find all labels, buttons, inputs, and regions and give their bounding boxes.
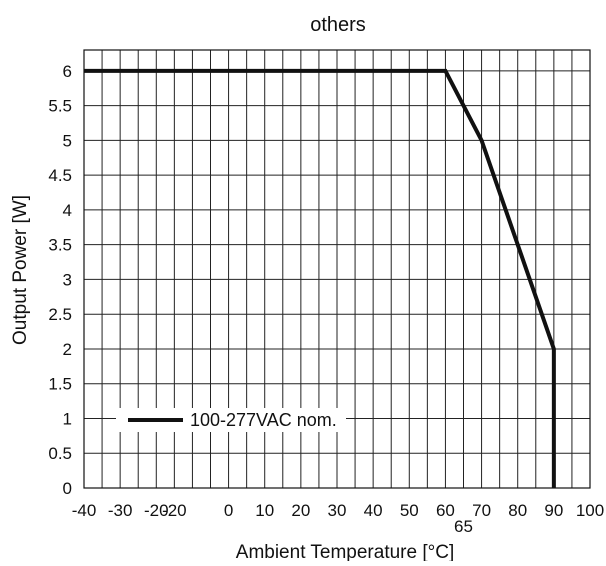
x-tick-label-extra: 65 [454,517,473,536]
y-axis-label: Output Power [W] [10,195,31,345]
y-tick-label: 0.5 [48,444,72,463]
x-tick-label: 100 [576,501,604,520]
y-tick-label: 4 [63,201,72,220]
y-tick-label: 2 [63,340,72,359]
x-tick-label: 80 [508,501,527,520]
y-tick-label: 1.5 [48,375,72,394]
plot-frame [83,49,591,489]
x-tick-label: -30 [108,501,133,520]
series-layer [84,68,556,488]
y-tick-label: 5 [63,131,72,150]
x-axis-tick-labels: -40 -30 -20-20 0 10 20 30 40 50 60 70 80 90 100 65 [72,501,604,536]
x-axis-label: Ambient Temperature [°C] [236,542,454,561]
x-tick-label: 10 [255,501,274,520]
y-tick-label: 3 [63,270,72,289]
x-tick-label: 90 [544,501,563,520]
x-tick-label: 40 [364,501,383,520]
y-tick-label: 1 [63,409,72,428]
y-tick-label: 3.5 [48,236,72,255]
y-tick-label: 4.5 [48,166,72,185]
y-tick-label: 0 [63,479,72,498]
x-tick-label: 0 [224,501,233,520]
legend-label-100-277vac: 100-277VAC nom. [190,410,337,430]
y-tick-label: 5.5 [48,97,72,116]
x-tick-label: 50 [400,501,419,520]
y-tick-label: 2.5 [48,305,72,324]
x-tick-label: 30 [328,501,347,520]
x-tick-label: -20 [162,501,187,520]
y-tick-label: 6 [63,62,72,81]
x-tick-label: -20 [144,501,169,520]
chart-title: others [310,14,366,36]
x-tick-label: 70 [472,501,491,520]
y-axis-tick-labels: 0 0.5 1 1.5 2 2.5 3 3.5 4 4.5 5 5.5 6 [48,62,72,498]
x-tick-label: -40 [72,501,97,520]
x-tick-label: 20 [291,501,310,520]
series-line-0 [84,68,556,488]
legend: 100-277VAC nom. [116,408,346,432]
x-tick-label: 60 [436,501,455,520]
